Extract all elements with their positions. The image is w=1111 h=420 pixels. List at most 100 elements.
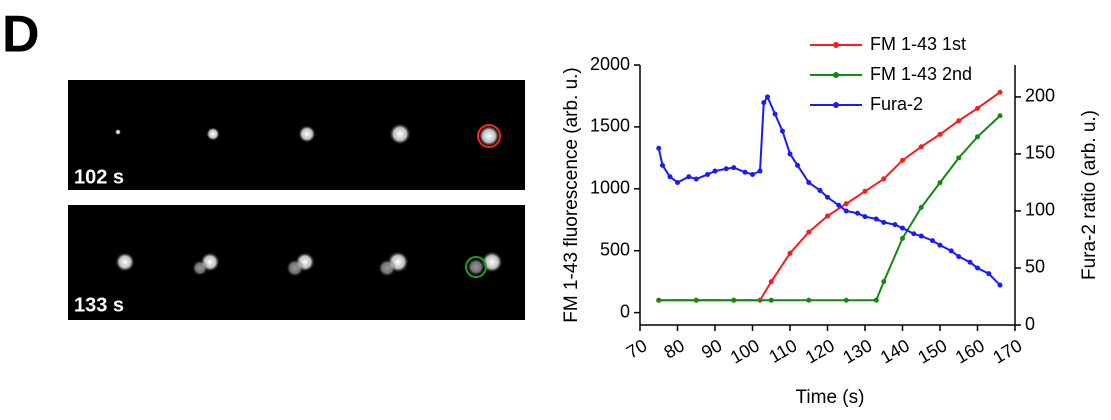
point	[825, 194, 830, 200]
y2-axis-title: Fura-2 ratio (arb. u.)	[1079, 110, 1100, 280]
x-tick-label: 150	[914, 335, 950, 367]
point	[806, 229, 812, 235]
x-axis-title: Time (s)	[796, 387, 865, 408]
point	[731, 297, 737, 303]
cells	[115, 123, 503, 278]
y2-tick-label: 100	[1025, 200, 1055, 220]
point	[731, 165, 737, 171]
point	[956, 254, 962, 260]
point	[806, 297, 812, 303]
point	[817, 187, 823, 193]
y-axis-title: FM 1-43 fluorescence (arb. u.)	[561, 67, 582, 323]
legend-label: Fura-2	[870, 94, 923, 114]
point	[795, 162, 800, 168]
legend-marker	[833, 102, 839, 108]
point	[780, 128, 785, 134]
point	[873, 297, 879, 303]
point	[975, 105, 980, 111]
point	[843, 297, 849, 303]
legend-label: FM 1-43 1st	[870, 34, 966, 54]
point	[956, 118, 962, 124]
point	[705, 171, 710, 177]
time-label: 133 s	[74, 294, 124, 316]
point	[686, 174, 692, 180]
x-tick-label: 100	[727, 335, 763, 367]
point	[930, 238, 935, 244]
y-tick-label: 1500	[590, 116, 630, 136]
x-tick-label: 120	[802, 335, 838, 367]
point	[693, 176, 699, 182]
point	[723, 166, 729, 172]
point	[873, 216, 879, 222]
point	[772, 111, 778, 117]
x-tick-label: 90	[698, 335, 725, 362]
point	[997, 282, 1003, 288]
point	[855, 210, 860, 216]
point	[768, 279, 774, 285]
point	[918, 233, 924, 239]
point	[660, 162, 665, 168]
point	[656, 297, 662, 303]
point	[918, 144, 924, 150]
y2-tick-label: 150	[1025, 143, 1055, 163]
time-label: 102 s	[74, 166, 124, 188]
series-line	[657, 94, 1001, 286]
point	[742, 169, 748, 175]
point	[937, 180, 943, 186]
point	[806, 179, 812, 185]
x-tick-label: 110	[766, 335, 801, 367]
legend-marker	[833, 42, 839, 48]
y-tick-label: 0	[620, 301, 630, 321]
x-tick-label: 80	[661, 335, 688, 362]
point	[761, 100, 767, 106]
point	[975, 134, 980, 140]
x-tick-label: 160	[952, 335, 988, 367]
legend-marker	[833, 72, 839, 78]
x-tick-label: 140	[877, 335, 913, 367]
point	[900, 157, 905, 163]
point	[757, 168, 763, 174]
point	[768, 297, 774, 303]
point	[881, 279, 887, 285]
point	[900, 235, 905, 241]
point	[843, 201, 849, 207]
point	[881, 219, 887, 225]
point	[765, 94, 770, 100]
point	[787, 151, 793, 157]
panel-label: D	[2, 6, 40, 64]
y2-tick-label: 200	[1025, 86, 1055, 106]
point	[956, 155, 962, 161]
point	[693, 297, 699, 303]
point	[667, 174, 673, 180]
y-tick-label: 500	[600, 239, 630, 259]
x-tick-label: 70	[623, 335, 650, 362]
y-tick-label: 1000	[590, 178, 630, 198]
x-tick-label: 170	[989, 335, 1025, 367]
point	[937, 131, 943, 137]
point	[825, 213, 830, 219]
point	[997, 89, 1003, 95]
point	[997, 113, 1003, 119]
legend-label: FM 1-43 2nd	[870, 64, 972, 84]
point	[787, 250, 793, 256]
y2-tick-label: 50	[1025, 257, 1045, 277]
image-strip	[68, 80, 525, 190]
y-tick-label: 2000	[590, 54, 630, 74]
point	[862, 188, 868, 194]
point	[911, 231, 917, 237]
point	[967, 259, 973, 265]
point	[986, 271, 992, 277]
point	[937, 242, 943, 248]
point	[656, 145, 662, 151]
point	[900, 225, 905, 231]
point	[712, 168, 718, 174]
point	[750, 171, 755, 177]
x-tick-label: 130	[839, 335, 875, 367]
point	[881, 176, 887, 182]
point	[843, 208, 849, 214]
series-line	[658, 115, 1001, 302]
point	[918, 204, 924, 210]
point	[975, 265, 980, 271]
point	[948, 248, 954, 254]
